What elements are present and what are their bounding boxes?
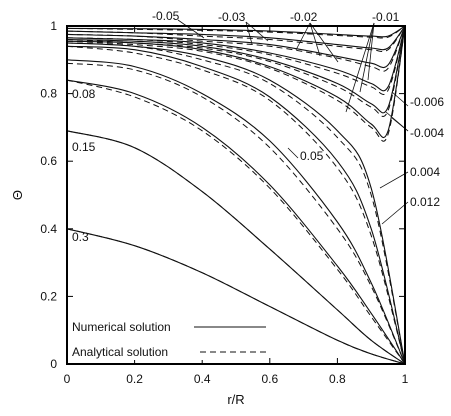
analytical-curve-0.05 — [66, 62, 406, 365]
analytical-curve-0.004 — [66, 42, 406, 365]
analytical-curve--0.004 — [66, 25, 406, 142]
x-tick-label: 1 — [402, 372, 409, 386]
analytical-curve--0.02 — [66, 25, 406, 72]
numerical-curve--0.006 — [66, 25, 406, 114]
y-tick-label: 0.4 — [40, 222, 57, 236]
leader-line — [379, 171, 409, 189]
numerical-curve--0.05 — [66, 25, 406, 38]
numerical-curve-0.004 — [66, 42, 406, 365]
x-tick-label: 0.2 — [126, 372, 143, 386]
analytical-curve-0.15 — [66, 130, 406, 365]
leader-line — [295, 22, 311, 51]
label-leaders — [177, 19, 409, 225]
legend-label: Analytical solution — [72, 345, 168, 359]
analytical-curve-0.3 — [66, 228, 406, 365]
analytical-curve--0.01 — [66, 25, 406, 95]
curves-layer — [66, 25, 406, 365]
x-tick-label: 0 — [64, 372, 71, 386]
leader-line — [309, 22, 339, 63]
y-tick-label: 0.8 — [40, 87, 57, 101]
leader-line — [309, 22, 321, 57]
leader-line — [381, 201, 409, 225]
plot-frame — [66, 25, 406, 365]
analytical-curve--0.006 — [66, 25, 406, 117]
numerical-curve-0.012 — [66, 45, 406, 365]
legend: Numerical solution Analytical solution — [70, 318, 268, 360]
y-tick-label: 0 — [50, 357, 57, 371]
leader-line — [367, 22, 375, 81]
curve-label: 0.012 — [410, 195, 440, 209]
y-axis-title: Θ — [10, 190, 25, 200]
analytical-curve-0.012 — [66, 45, 406, 365]
y-tick-label: 1 — [50, 19, 57, 33]
curve-label: 0.15 — [72, 140, 96, 154]
curve-label: -0.03 — [218, 10, 246, 24]
curve-label: 0.05 — [300, 149, 324, 163]
x-axis-title: r/R — [227, 392, 244, 407]
leader-line — [177, 19, 205, 39]
x-tick-label: 0.6 — [261, 372, 278, 386]
axis-ticks: 0 0.2 0.4 0.6 0.8 1 0 0.2 0.4 0.6 0.8 1 — [40, 19, 408, 386]
leader-line — [359, 22, 375, 93]
curve-label: -0.004 — [410, 126, 444, 140]
curve-label: -0.006 — [410, 95, 444, 109]
curve-label: -0.01 — [372, 10, 400, 24]
y-tick-label: 0.2 — [40, 289, 57, 303]
x-tick-label: 0.4 — [194, 372, 211, 386]
analytical-curve--0.03 — [66, 25, 406, 53]
numerical-curve-0.05 — [66, 59, 406, 365]
legend-label: Numerical solution — [72, 320, 171, 334]
curve-label: 0.08 — [72, 87, 96, 101]
x-tick-label: 0.8 — [329, 372, 346, 386]
legend-bg — [70, 343, 268, 360]
numerical-curve-0.08 — [66, 79, 406, 365]
analytical-curve-0.08 — [66, 79, 406, 365]
leader-line — [345, 22, 375, 113]
leader-line — [287, 147, 299, 159]
y-tick-label: 0.6 — [40, 154, 57, 168]
curve-label: 0.3 — [72, 230, 89, 244]
curve-label: 0.004 — [410, 165, 440, 179]
curve-labels: -0.05 -0.03 -0.02 -0.01 -0.006 -0.004 0.004 0.0… — [72, 9, 444, 244]
analytical-curve--0.05 — [66, 25, 406, 39]
legend-bg — [70, 318, 268, 335]
curve-label: -0.02 — [290, 10, 318, 24]
curve-label: -0.05 — [152, 9, 180, 23]
